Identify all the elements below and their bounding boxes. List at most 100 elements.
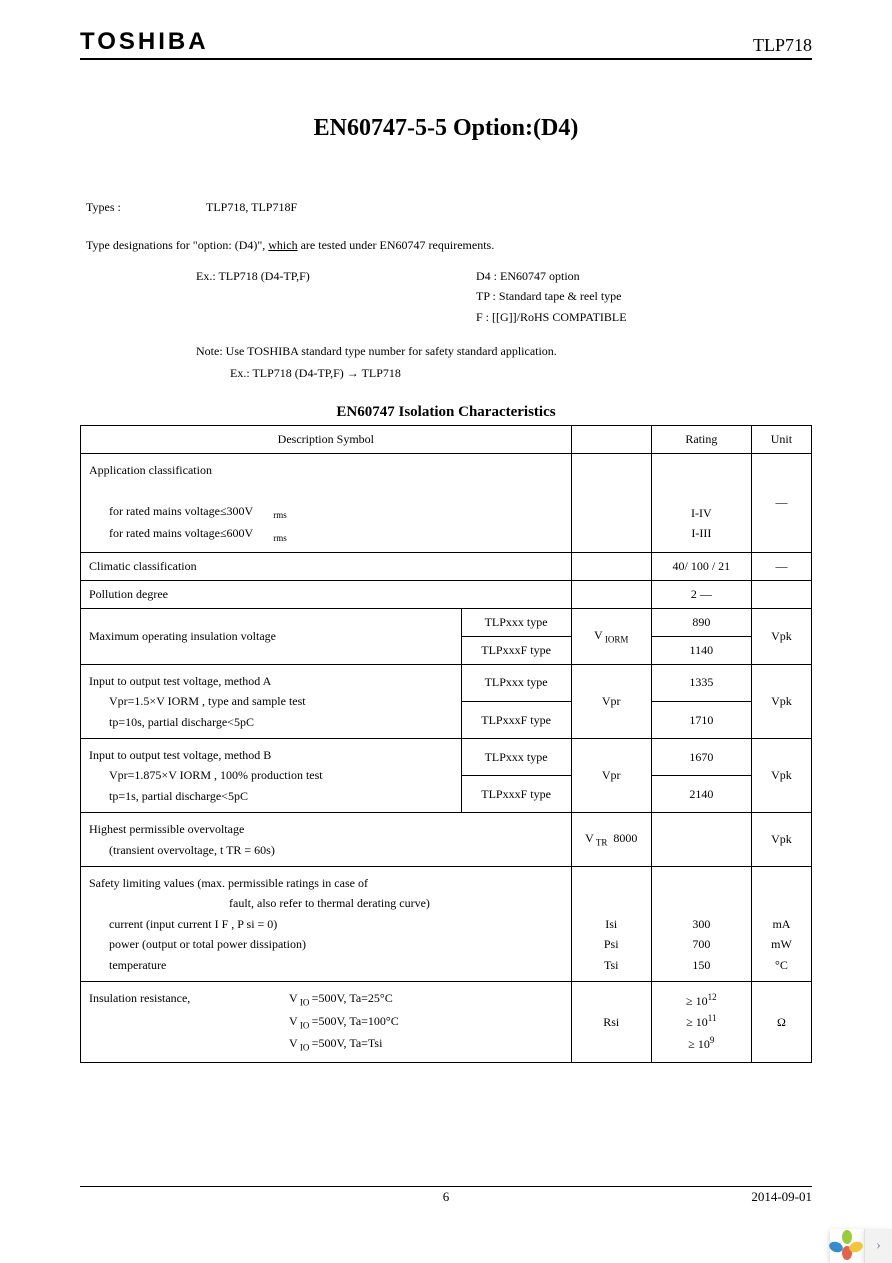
methodb-type2: TLPxxxF type (461, 776, 571, 813)
safety-l1: current (input current I F , P si = 0) (89, 914, 563, 934)
brand-logo: TOSHIBA (80, 28, 209, 56)
safety-u2: mW (771, 937, 792, 951)
highestov-unit: Vpk (751, 813, 811, 867)
example-f: F : [[G]]/RoHS COMPATIBLE (476, 307, 627, 327)
methodb-l1: Vpr=1.875×V IORM , 100% production test (89, 765, 453, 785)
safety-sym2: Psi (604, 937, 619, 951)
safety-l2: power (output or total power dissipation… (89, 934, 563, 954)
climatic-unit: — (751, 552, 811, 580)
page-number: 6 (443, 1189, 450, 1205)
example-tp: TP : Standard tape & reel type (476, 286, 622, 306)
highestov-sub: (transient overvoltage, t TR = 60s) (89, 840, 563, 860)
methoda-l2: tp=10s, partial discharge<5pC (89, 712, 453, 732)
flower-icon[interactable] (830, 1229, 864, 1263)
methodb-r2: 2140 (651, 776, 751, 813)
app-class-r2: I-III (691, 526, 711, 540)
safety-sym3: Tsi (604, 958, 619, 972)
insres-r2: ≥ 1011 (686, 1015, 716, 1029)
maxop-title: Maximum operating insulation voltage (81, 608, 462, 664)
insres-unit: Ω (751, 981, 811, 1062)
table-row: Insulation resistance, V IO =500V, Ta=25… (81, 981, 812, 1062)
insres-sym: Rsi (571, 981, 651, 1062)
methoda-unit: Vpk (751, 664, 811, 738)
example-d4: D4 : EN60747 option (476, 266, 580, 286)
methoda-r1: 1335 (651, 664, 751, 701)
part-number: TLP718 (753, 35, 812, 56)
page-title: EN60747-5-5 Option:(D4) (80, 115, 812, 142)
next-page-button[interactable]: › (864, 1229, 892, 1263)
table-row: Climatic classification 40/ 100 / 21 — (81, 552, 812, 580)
designation-underline: which (268, 238, 297, 252)
safety-u1: mA (772, 917, 790, 931)
methodb-unit: Vpk (751, 739, 811, 813)
safety-title2: fault, also refer to thermal derating cu… (89, 896, 430, 910)
insres-title: Insulation resistance, (89, 988, 289, 1056)
corner-nav: › (830, 1229, 892, 1263)
safety-l3: temperature (89, 955, 563, 975)
climatic-rating: 40/ 100 / 21 (651, 552, 751, 580)
table-row: Input to output test voltage, method A V… (81, 664, 812, 701)
types-label: Types : (86, 197, 206, 217)
isolation-table: Description Symbol Rating Unit Applicati… (80, 425, 812, 1063)
insres-c3: V IO =500V, Ta=Tsi (289, 1036, 382, 1050)
methodb-l2: tp=1s, partial discharge<5pC (89, 786, 453, 806)
note-line-2: Ex.: TLP718 (D4-TP,F) → TLP718 (230, 363, 812, 383)
rms-label: rms (273, 533, 287, 543)
designation-suffix: are tested under EN60747 requirements. (298, 238, 495, 252)
table-row: Maximum operating insulation voltage TLP… (81, 608, 812, 636)
methodb-type1: TLPxxx type (461, 739, 571, 776)
app-class-title: Application classification (89, 463, 212, 477)
app-class-l2: for rated mains voltage≤600V (109, 526, 253, 540)
maxop-r1: 890 (651, 608, 751, 636)
methoda-type2: TLPxxxF type (461, 701, 571, 738)
maxop-type1: TLPxxx type (461, 608, 571, 636)
insres-r1: ≥ 1012 (686, 994, 717, 1008)
insres-c2: V IO =500V, Ta=100°C (289, 1014, 399, 1028)
pollution-title: Pollution degree (81, 580, 572, 608)
app-class-unit: — (751, 453, 811, 552)
types-value: TLP718, TLP718F (206, 197, 297, 217)
rms-label: rms (273, 510, 287, 520)
page-header: TOSHIBA TLP718 (80, 28, 812, 60)
th-unit: Unit (751, 425, 811, 453)
safety-u3: °C (775, 958, 788, 972)
table-row: Highest permissible overvoltage (transie… (81, 813, 812, 867)
table-row: Application classification for rated mai… (81, 453, 812, 552)
insres-c1: V IO =500V, Ta=25°C (289, 991, 393, 1005)
table-row: Pollution degree 2 — (81, 580, 812, 608)
highestov-sym: V TR 8000 (571, 813, 651, 867)
footer-date: 2014-09-01 (751, 1189, 812, 1205)
table-header-row: Description Symbol Rating Unit (81, 425, 812, 453)
table-row: Safety limiting values (max. permissible… (81, 867, 812, 982)
safety-title: Safety limiting values (max. permissible… (89, 876, 368, 890)
note-line-1: Note: Use TOSHIBA standard type number f… (196, 341, 812, 361)
maxop-r2: 1140 (651, 636, 751, 664)
designation-prefix: Type designations for "option: (D4)", (86, 238, 268, 252)
th-sym (571, 425, 651, 453)
insres-r3: ≥ 109 (688, 1037, 714, 1051)
th-rating: Rating (651, 425, 751, 453)
table-title: EN60747 Isolation Characteristics (80, 404, 812, 421)
chevron-right-icon: › (876, 1238, 881, 1254)
maxop-type2: TLPxxxF type (461, 636, 571, 664)
page-footer: 6 2014-09-01 (80, 1186, 812, 1205)
th-desc: Description Symbol (81, 425, 572, 453)
page-container: TOSHIBA TLP718 EN60747-5-5 Option:(D4) T… (0, 0, 892, 1263)
methodb-r1: 1670 (651, 739, 751, 776)
methodb-sym: Vpr (571, 739, 651, 813)
app-class-l1: for rated mains voltage≤300V (109, 504, 253, 518)
methoda-title: Input to output test voltage, method A (89, 674, 271, 688)
intro-section: Types : TLP718, TLP718F Type designation… (86, 197, 812, 384)
safety-r2: 700 (692, 937, 710, 951)
safety-r3: 150 (692, 958, 710, 972)
methoda-sym: Vpr (571, 664, 651, 738)
app-class-r1: I-IV (691, 506, 712, 520)
methodb-title: Input to output test voltage, method B (89, 748, 271, 762)
methoda-r2: 1710 (651, 701, 751, 738)
maxop-unit: Vpk (751, 608, 811, 664)
maxop-sym: V IORM (571, 608, 651, 664)
safety-sym1: Isi (605, 917, 617, 931)
methoda-type1: TLPxxx type (461, 664, 571, 701)
highestov-title: Highest permissible overvoltage (89, 822, 244, 836)
climatic-title: Climatic classification (81, 552, 572, 580)
